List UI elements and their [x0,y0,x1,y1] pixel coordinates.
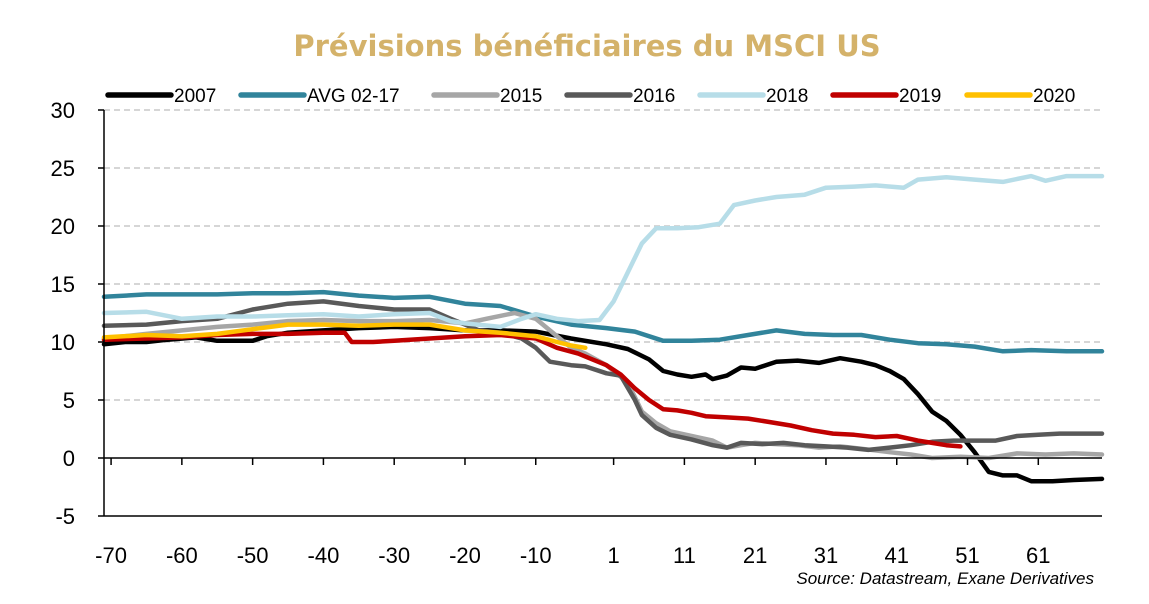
legend-label-0: 2007 [174,86,216,107]
x-tick-label: 21 [743,543,767,568]
y-tick-label: 25 [51,156,75,181]
x-tick-label: -20 [449,543,481,568]
x-tick-label: 11 [673,543,696,568]
x-tick-label: -40 [308,543,340,568]
legend: 2007 AVG 02-17 2015 2016 2018 2019 2020 [105,86,1075,107]
legend-label-1: AVG 02-17 [307,86,400,107]
legend-label-4: 2018 [766,86,808,107]
series-line-1 [101,289,1105,354]
x-tick-label: -60 [166,543,198,568]
y-tick-label: 30 [51,98,75,123]
x-tick-label: 51 [955,543,979,568]
x-tick-label: 61 [1026,543,1050,568]
x-tick-label: 41 [884,543,908,568]
y-tick-label: 5 [63,388,75,413]
y-tick-label: 10 [51,330,75,355]
x-tick-label: -50 [237,543,269,568]
y-tick-label: 15 [51,272,75,297]
source-note: Source: Datastream, Exane Derivatives [796,569,1094,588]
y-tick-label: 20 [51,214,75,239]
chart-title: Prévisions bénéficiaires du MSCI US [293,29,880,63]
legend-label-6: 2020 [1033,86,1075,107]
series-line-4 [101,173,1105,330]
legend-label-2: 2015 [500,86,542,107]
x-tick-label: -70 [95,543,127,568]
series-line-2 [101,310,1105,461]
legend-label-3: 2016 [633,86,675,107]
series-line-6 [101,322,588,351]
series-line-5 [101,330,963,449]
series-group [101,173,1105,484]
x-tick-label: 1 [607,543,619,568]
x-tick-label: -10 [520,543,552,568]
y-tick-label: 0 [63,446,75,471]
grid [104,109,1102,401]
legend-label-5: 2019 [899,86,941,107]
x-tick-label: 31 [814,543,838,568]
x-tick-label: -30 [378,543,410,568]
y-tick-label: -5 [55,504,75,529]
